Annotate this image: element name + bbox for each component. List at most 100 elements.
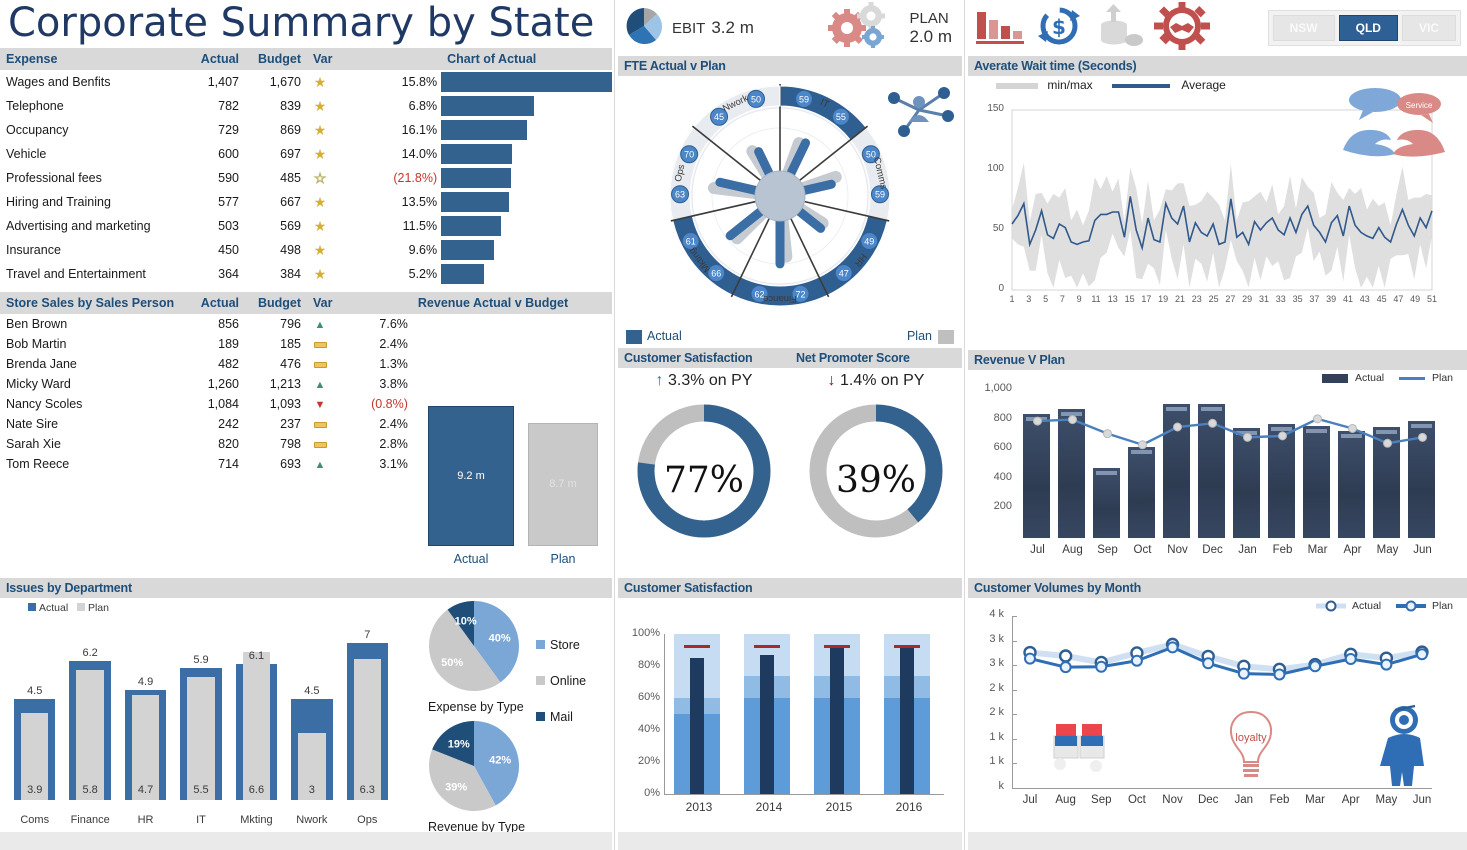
issues-plan-label: 6.6 [248,784,265,796]
state-button-vic[interactable]: VIC [1401,15,1456,41]
y-tick-label: 20% [637,755,660,767]
average-wait-time-chart: min/max Average 0 50 100 150 1 3 5 7 9 11 13 15 17 19… [968,76,1467,348]
bullet-target-marker [824,645,850,649]
bullet-band [744,634,790,649]
svg-text:39%: 39% [445,781,467,793]
type-breakdown-pies: 40% 50% 10% Expense by Type 42% 39% 19% Reve… [418,600,612,840]
revenue-category-label: Jun [1413,544,1432,556]
issues-plan-bar [187,676,215,800]
revenue-actual-v-budget-chart: 9.2 m Actual 8.7 m Plan [418,398,608,568]
table-row: Hiring and Training 577 667 ★ 13.5% [0,190,612,214]
revenue-panel-title: Revenue V Plan [968,350,1467,370]
expense-name: Wages and Benfits [6,75,111,89]
issues-actual-label: 6.1 [248,649,265,662]
state-button-qld[interactable]: QLD [1338,15,1398,41]
revenue-actual-bar [1058,408,1085,538]
issues-plan-label: 5.8 [82,784,98,796]
issues-actual-label: 4.9 [137,676,154,689]
svg-text:Finance: Finance [763,293,797,304]
sales-var: 3.8% [379,377,408,391]
issues-plan-bar [298,732,326,800]
expense-budget: 667 [280,195,301,209]
revenue-v-plan-chart: 200 400 600 800 1,000 Jul Aug Sep Oct Nov Dec Jan Fe… [968,370,1467,588]
issues-legend: Actual Plan [28,602,109,614]
issues-category-label: HR [137,814,154,826]
expense-actual: 503 [218,219,239,233]
left-column: Corporate Summary by State Expense Actua… [0,0,612,850]
revenue-actual-bar [1233,428,1260,538]
expense-bar [441,142,612,166]
svg-text:61: 61 [686,236,696,246]
issues-plan-label: 5.5 [193,784,209,796]
y-tick-label: 2 k [989,681,1004,694]
expense-bar [441,190,612,214]
x-tick-label: 49 [1410,294,1421,304]
expense-var: 16.1% [401,123,438,137]
revenue-by-type-pie: 42% 39% 19% Revenue by Type [428,720,525,834]
y-tick-label: 600 [993,441,1012,454]
volumes-category-label: May [1375,794,1398,806]
expense-var: 15.8% [401,75,438,89]
trend-icon [307,414,333,434]
cs-value: 77% [663,460,744,501]
col-salesperson: Store Sales by Sales Person [0,292,185,314]
customer-satisfaction-kpi-title: Customer Satisfaction [618,348,790,368]
volumes-category-label: Dec [1197,794,1219,806]
left-footer-bar [0,832,612,850]
pie-legend-item: Online [536,674,586,688]
revenue-category-label: Oct [1133,544,1152,556]
x-tick-label: 13 [1107,294,1118,304]
right-column: $ [968,0,1467,850]
salesperson-name: Bob Martin [6,337,67,351]
table-row: Tom Reece 714 693 ▲ 3.1% [0,454,612,474]
issues-category-label: Ops [357,814,378,826]
expense-actual: 577 [218,195,239,209]
y-tick-label: 150 [987,103,1004,114]
expense-budget: 498 [280,243,301,257]
state-button-nsw[interactable]: NSW [1272,15,1335,41]
revenue-category-label: Jan [1238,544,1257,556]
revenue-category-label: Nov [1167,544,1188,556]
svg-text:59: 59 [875,190,885,200]
sales-budget: 796 [280,317,301,331]
volumes-category-label: Jan [1234,794,1254,806]
sales-actual: 242 [218,417,239,431]
expense-bar [441,238,612,262]
star-icon: ☆ [313,169,327,186]
expense-name: Advertising and marketing [6,219,151,233]
trend-icon: ▲ [314,379,326,391]
svg-text:59: 59 [799,94,809,104]
dollar-cycle-icon: $ [1036,4,1082,53]
right-footer-bar [968,832,1467,850]
volumes-category-label: Aug [1055,794,1076,806]
star-icon: ★ [313,193,327,210]
svg-text:10%: 10% [455,615,477,627]
svg-text:62: 62 [754,289,764,299]
star-icon: ★ [313,145,327,162]
sales-table-header-row: Store Sales by Sales Person Actual Budge… [0,292,612,314]
x-tick-label: 37 [1309,294,1320,304]
expense-var: 11.5% [402,219,438,233]
revenue-actual-bar: 9.2 m [428,406,514,546]
salesperson-name: Ben Brown [6,317,68,331]
state-filter-group[interactable]: NSW QLD VIC [1267,10,1461,46]
issues-plan-label: 4.7 [137,784,154,796]
bullet-value-bar [760,654,774,794]
issues-plan-bar [353,659,381,800]
table-row: Occupancy 729 869 ★ 16.1% [0,118,612,142]
middle-footer-bar [618,832,962,850]
revenue-actual-label: Actual [453,552,489,566]
y-tick-label: 100% [631,627,660,639]
expense-budget: 869 [280,123,301,137]
issues-actual-label: 4.5 [27,685,43,698]
kpi-strip: EBIT 3.2 m [618,0,962,56]
bullet-category-label: 2014 [755,800,783,814]
x-tick-label: 51 [1426,294,1437,304]
revenue-category-label: Mar [1307,544,1328,556]
expense-bar [441,70,612,94]
salesperson-name: Nate Sire [6,417,59,431]
table-row: Professional fees 590 485 ☆ (21.8%) [0,166,612,190]
sales-var: 2.8% [379,437,408,451]
sales-actual: 856 [218,317,239,331]
table-row: Ben Brown 856 796 ▲ 7.6% [0,314,612,334]
